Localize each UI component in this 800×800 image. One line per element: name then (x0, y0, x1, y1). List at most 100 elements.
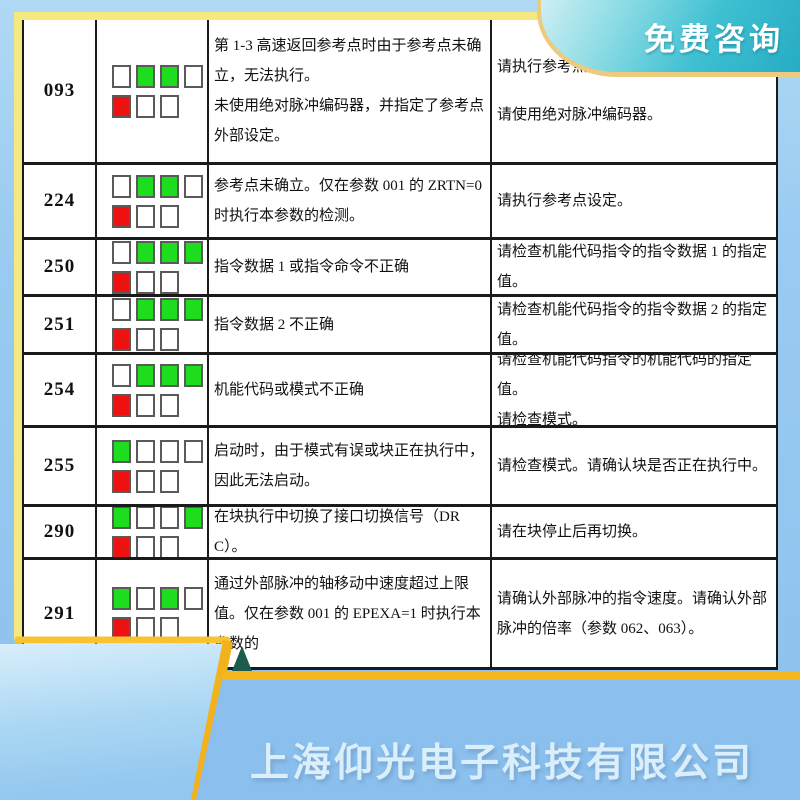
description-text: 机能代码或模式不正确 (214, 382, 365, 398)
table-row: 093 第 1-3 高速返回参考点时由于参考点未确立，无法执行。 未使用绝对脉冲编… (24, 20, 776, 165)
led-green-indicator (112, 507, 131, 529)
error-description: 第 1-3 高速返回参考点时由于参考点未确立，无法执行。 未使用绝对脉冲编码器，并… (209, 20, 492, 162)
led-green-indicator (160, 174, 179, 198)
error-code: 254 (24, 355, 97, 425)
led-row-bottom (112, 617, 207, 640)
led-row-top (112, 439, 207, 463)
table-frame-top-border (14, 12, 800, 20)
error-code: 291 (24, 560, 97, 667)
led-off-indicator (136, 507, 155, 529)
company-name: 上海仰光电子科技有限公司 (250, 742, 755, 785)
led-row-top (112, 507, 207, 529)
solution-text: 请检查模式。 (497, 412, 588, 425)
error-code: 093 (24, 20, 97, 162)
error-code: 250 (24, 240, 97, 294)
solution-text: 请使用绝对脉冲编码器。 (497, 107, 663, 123)
led-off-indicator (160, 328, 179, 351)
led-row-bottom (112, 393, 207, 417)
error-code-table: 093 第 1-3 高速返回参考点时由于参考点未确立，无法执行。 未使用绝对脉冲编… (22, 20, 778, 670)
led-off-indicator (184, 439, 203, 463)
led-red-indicator (112, 393, 131, 417)
led-off-indicator (112, 64, 131, 88)
led-indicator-grid (97, 20, 209, 162)
led-red-indicator (112, 617, 131, 640)
error-description: 通过外部脉冲的轴移动中速度超过上限值。仅在参数 001 的 EPEXA=1 时执… (209, 560, 492, 667)
led-green-indicator (112, 587, 131, 610)
error-solution: 请在块停止后再切换。 (492, 507, 776, 557)
led-off-indicator (184, 64, 203, 88)
led-off-indicator (136, 617, 155, 640)
led-off-indicator (184, 174, 203, 198)
error-solution: 请检查模式。请确认块是否正在执行中。 (492, 428, 776, 504)
description-text: 第 1-3 高速返回参考点时由于参考点未确立，无法执行。 (214, 38, 482, 84)
led-off-indicator (136, 393, 155, 417)
led-off-indicator (160, 507, 179, 529)
led-off-indicator (136, 204, 155, 228)
led-red-indicator (112, 328, 131, 351)
table-row: 251 指令数据 2 不正确 请检查机能代码指令的指令数据 2 的指定值。 (24, 297, 776, 355)
led-green-indicator (112, 439, 131, 463)
table-row: 290 在块执行中切换了接口切换信号（DRC）。 请在块停止后再切换。 (24, 507, 776, 560)
led-off-indicator (136, 535, 155, 557)
led-row-top (112, 64, 207, 88)
led-off-indicator (184, 587, 203, 610)
error-solution: 请检查机能代码指令的指令数据 2 的指定值。 (492, 297, 776, 352)
error-solution: 请检查机能代码指令的指令数据 1 的指定值。 (492, 240, 776, 294)
error-solution: 请确认外部脉冲的指令速度。请确认外部脉冲的倍率（参数 062、063）。 (492, 560, 776, 667)
error-code: 290 (24, 507, 97, 557)
led-green-indicator (184, 240, 203, 264)
led-off-indicator (136, 328, 155, 351)
led-row-bottom (112, 535, 207, 557)
error-description: 在块执行中切换了接口切换信号（DRC）。 (209, 507, 492, 557)
led-indicator-grid (97, 560, 209, 667)
led-off-indicator (160, 469, 179, 493)
description-text: 未使用绝对脉冲编码器，并指定了参考点外部设定。 (214, 98, 485, 144)
led-green-indicator (160, 363, 179, 387)
led-green-indicator (160, 64, 179, 88)
solution-text: 请检查机能代码指令的指令数据 2 的指定值。 (497, 301, 768, 348)
error-code: 255 (24, 428, 97, 504)
led-indicator-grid (97, 165, 209, 237)
led-row-top (112, 587, 207, 610)
led-green-indicator (184, 363, 203, 387)
led-red-indicator (112, 469, 131, 493)
table-row: 291 通过外部脉冲的轴移动中速度超过上限值。仅在参数 001 的 EPEXA=… (24, 560, 776, 670)
free-consultation-badge[interactable]: 免费咨询 (537, 0, 800, 77)
led-indicator-grid (97, 240, 209, 294)
led-off-indicator (160, 617, 179, 640)
led-indicator-grid (97, 428, 209, 504)
led-off-indicator (160, 393, 179, 417)
led-red-indicator (112, 94, 131, 118)
led-off-indicator (112, 240, 131, 264)
led-green-indicator (136, 298, 155, 321)
led-green-indicator (136, 64, 155, 88)
led-off-indicator (160, 204, 179, 228)
led-off-indicator (160, 535, 179, 557)
solution-text: 请在块停止后再切换。 (497, 524, 648, 540)
description-text: 启动时，由于模式有误或块正在执行中，因此无法启动。 (214, 443, 485, 489)
table-row: 254 机能代码或模式不正确 请检查机能代码指令的机能代码的指定值。 请检查模式。 (24, 355, 776, 428)
led-row-top (112, 240, 207, 264)
description-text: 在块执行中切换了接口切换信号（DRC）。 (214, 509, 460, 555)
led-green-indicator (184, 298, 203, 321)
badge-label: 免费咨询 (644, 21, 784, 57)
led-off-indicator (160, 270, 179, 294)
bottom-gold-stripe (222, 671, 800, 680)
led-off-indicator (136, 270, 155, 294)
led-green-indicator (160, 298, 179, 321)
solution-text: 请执行参考点设定。 (497, 193, 633, 209)
solution-text: 请检查机能代码指令的指令数据 1 的指定值。 (497, 244, 768, 290)
led-off-indicator (112, 363, 131, 387)
description-text: 指令数据 1 或指令命令不正确 (214, 259, 410, 275)
led-red-indicator (112, 535, 131, 557)
led-row-top (112, 363, 207, 387)
description-text: 通过外部脉冲的轴移动中速度超过上限值。仅在参数 001 的 EPEXA=1 时执… (214, 575, 481, 652)
error-description: 参考点未确立。仅在参数 001 的 ZRTN=0 时执行本参数的检测。 (209, 165, 492, 237)
led-indicator-grid (97, 297, 209, 352)
error-description: 指令数据 1 或指令命令不正确 (209, 240, 492, 294)
led-off-indicator (160, 94, 179, 118)
error-solution: 请执行参考点设定。 (492, 165, 776, 237)
led-row-top (112, 298, 207, 321)
led-row-bottom (112, 270, 207, 294)
